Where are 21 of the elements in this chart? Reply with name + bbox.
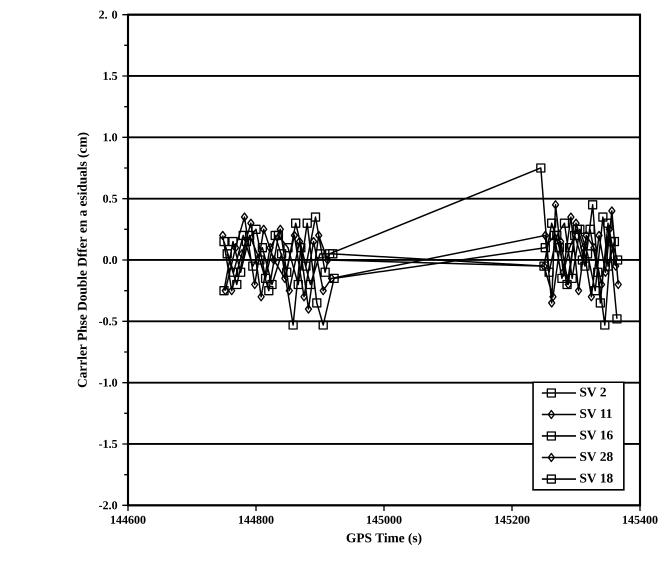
x-axis-title: GPS Time (s)	[346, 532, 422, 546]
legend-label: SV 16	[580, 430, 613, 440]
legend-label: SV 18	[580, 474, 613, 483]
y-tick-label: -1.5	[99, 440, 118, 448]
legend-label: SV 2	[580, 388, 606, 397]
y-tick-label: 0.5	[103, 194, 118, 203]
x-tick-label: 144800	[238, 516, 274, 524]
y-tick-label: 2. 0	[99, 10, 118, 19]
y-tick-label: -2.0	[99, 501, 118, 510]
x-tick-label: 145200	[494, 516, 530, 524]
y-tick-label: -0.5	[99, 317, 118, 326]
legend-label: SV 28	[580, 452, 613, 462]
legend-label: SV 11	[580, 409, 612, 418]
x-tick-label: 145000	[366, 516, 402, 524]
y-axis-title: Carrler Phse Double Dffer en a esiduals (cm)	[77, 132, 90, 388]
y-tick-label: -1.0	[99, 378, 118, 387]
y-tick-label: 1.0	[104, 133, 118, 142]
y-tick-label: 0.0	[103, 256, 118, 264]
x-tick-label: 144600	[110, 516, 146, 524]
y-tick-label: 1.5	[104, 72, 118, 80]
x-tick-label: 145400	[622, 516, 658, 524]
